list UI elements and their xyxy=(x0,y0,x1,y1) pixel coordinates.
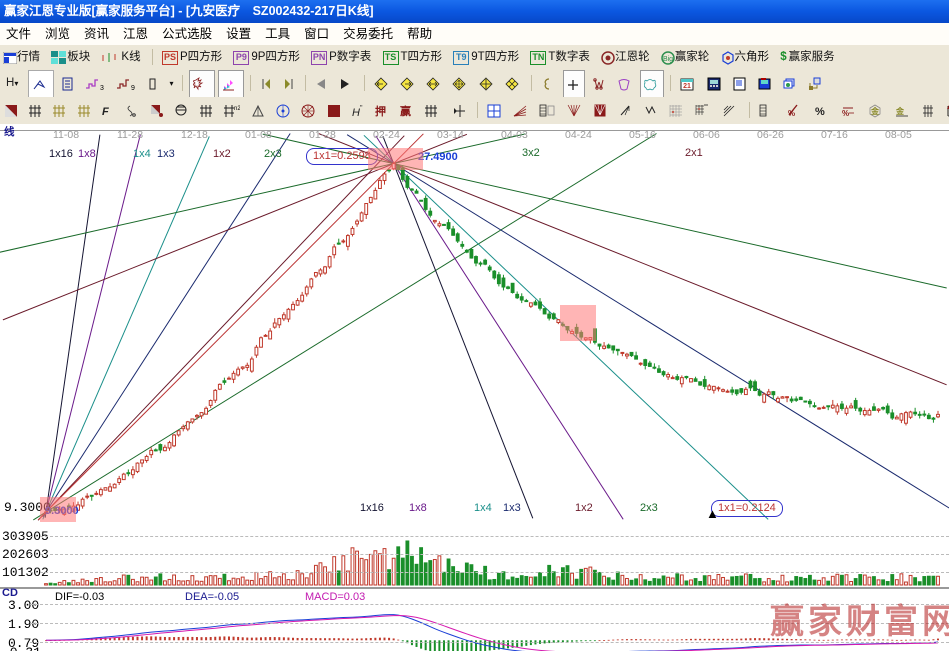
svg-text:Big: Big xyxy=(663,56,673,63)
svg-text:n2: n2 xyxy=(234,106,240,112)
svg-text:%: % xyxy=(842,109,849,118)
svg-text:F: F xyxy=(102,106,109,117)
svg-text:9: 9 xyxy=(131,85,135,91)
svg-text:": " xyxy=(360,105,363,112)
svg-text:3: 3 xyxy=(100,85,104,91)
svg-text:%: % xyxy=(815,106,825,118)
svg-text:赢: 赢 xyxy=(400,104,411,117)
svg-text:金: 金 xyxy=(870,106,880,116)
svg-text:%: % xyxy=(788,109,795,118)
svg-text:H: H xyxy=(352,107,360,118)
svg-text:21: 21 xyxy=(684,83,692,90)
svg-text:金: 金 xyxy=(895,106,905,116)
svg-text:押: 押 xyxy=(375,104,386,117)
